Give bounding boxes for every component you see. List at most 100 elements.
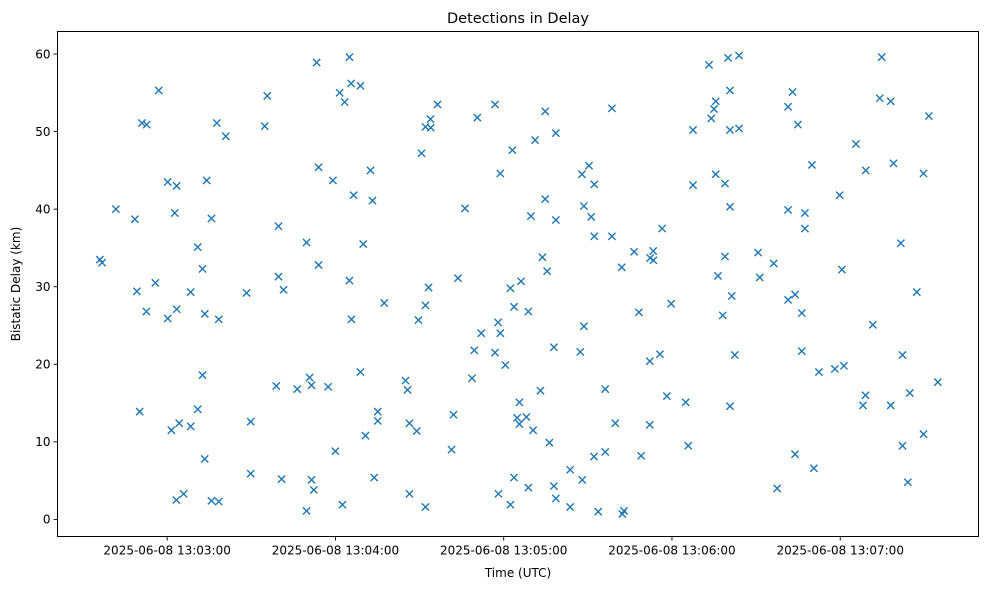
- data-point: [307, 475, 316, 484]
- data-point: [529, 426, 538, 435]
- data-point: [272, 381, 281, 391]
- data-point: [426, 123, 435, 132]
- data-point: [130, 215, 139, 224]
- data-point: [154, 86, 163, 95]
- data-point: [783, 205, 793, 215]
- data-point: [538, 253, 547, 262]
- data-point: [135, 407, 144, 416]
- data-point: [421, 502, 430, 512]
- data-point: [541, 107, 550, 116]
- data-point: [579, 201, 589, 211]
- data-point: [246, 417, 255, 426]
- data-point: [493, 318, 503, 327]
- data-point: [111, 205, 120, 214]
- data-point: [649, 246, 658, 256]
- data-point: [711, 97, 720, 106]
- data-point: [142, 120, 151, 129]
- data-point: [725, 202, 735, 211]
- data-point: [473, 113, 482, 122]
- data-point: [531, 136, 540, 145]
- data-point: [783, 102, 793, 111]
- data-point: [202, 176, 211, 185]
- data-point: [356, 81, 365, 90]
- data-point: [193, 405, 202, 414]
- x-tick-label: 2025-06-08 13:07:00: [777, 544, 904, 558]
- data-point: [800, 208, 809, 218]
- data-point: [356, 367, 365, 377]
- data-point: [516, 277, 526, 286]
- data-point: [417, 149, 426, 158]
- data-point: [720, 179, 730, 188]
- data-point: [345, 53, 354, 62]
- data-point: [637, 451, 646, 460]
- data-point: [246, 469, 255, 478]
- data-point: [655, 350, 665, 359]
- x-axis-ticks: 2025-06-08 13:03:00 2025-06-08 13:04:00 20…: [103, 536, 904, 558]
- data-point: [587, 212, 596, 221]
- data-point: [496, 169, 505, 178]
- data-point: [551, 494, 560, 503]
- data-point: [137, 118, 147, 128]
- data-point: [681, 398, 690, 407]
- data-point: [919, 430, 928, 439]
- data-point: [924, 111, 933, 121]
- data-point: [549, 481, 558, 491]
- data-point: [163, 177, 172, 187]
- data-point: [688, 180, 698, 190]
- data-point: [730, 350, 739, 360]
- data-point: [551, 129, 560, 138]
- data-point: [720, 252, 730, 261]
- data-point: [601, 385, 610, 394]
- data-point: [163, 314, 172, 323]
- data-point: [361, 431, 370, 440]
- data-point: [490, 100, 500, 109]
- data-point: [707, 114, 716, 123]
- data-point: [405, 419, 414, 428]
- y-tick-label: 60: [35, 47, 50, 61]
- data-point: [212, 118, 221, 128]
- data-point: [324, 382, 333, 391]
- data-point: [460, 204, 470, 213]
- data-point: [470, 346, 479, 355]
- data-point: [576, 347, 585, 356]
- data-point: [198, 264, 207, 273]
- data-point: [566, 465, 575, 474]
- data-point: [773, 484, 782, 493]
- data-point: [494, 489, 503, 498]
- data-point: [193, 243, 202, 252]
- data-point: [200, 454, 209, 464]
- data-point: [359, 239, 368, 249]
- data-point: [132, 287, 141, 296]
- data-point: [449, 410, 458, 419]
- data-point: [711, 170, 720, 179]
- data-point: [170, 208, 179, 218]
- data-point: [905, 388, 914, 398]
- data-point: [172, 495, 181, 505]
- data-point: [734, 124, 744, 133]
- data-point: [601, 447, 610, 457]
- data-point: [214, 497, 223, 506]
- data-point: [577, 170, 587, 179]
- data-point: [830, 364, 840, 374]
- data-point: [543, 267, 552, 276]
- data-point: [151, 278, 160, 287]
- data-point: [886, 401, 895, 410]
- data-point: [684, 441, 693, 450]
- data-point: [331, 447, 340, 456]
- data-points: [95, 51, 942, 519]
- data-point: [338, 500, 347, 509]
- data-point: [405, 489, 414, 498]
- data-point: [861, 166, 870, 175]
- y-tick-label: 20: [35, 358, 50, 372]
- data-point: [242, 288, 251, 298]
- plot-frame: [57, 31, 979, 537]
- data-point: [667, 299, 676, 308]
- data-point: [302, 506, 311, 515]
- data-point: [424, 283, 433, 292]
- data-point: [607, 232, 617, 241]
- x-tick-label: 2025-06-08 13:05:00: [440, 544, 567, 558]
- chart-title: Detections in Delay: [447, 11, 589, 27]
- data-point: [933, 378, 942, 387]
- data-point: [453, 274, 463, 283]
- data-point: [509, 473, 519, 482]
